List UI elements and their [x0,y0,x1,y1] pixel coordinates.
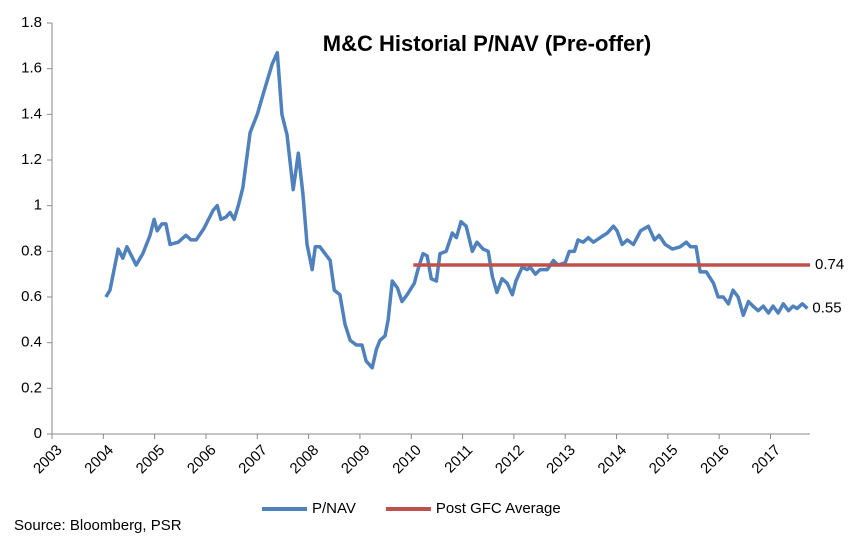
x-tick-label: 2012 [492,442,528,478]
legend-label: Post GFC Average [436,500,561,517]
x-tick-label: 2016 [697,442,733,478]
y-tick-label: 1.6 [21,60,42,77]
legend-label: P/NAV [312,500,356,517]
x-tick-label: 2006 [184,442,220,478]
y-tick-label: 1.4 [21,105,42,122]
x-tick-label: 2013 [543,442,579,478]
x-tick-label: 2007 [235,442,271,478]
x-tick-label: 2003 [30,442,66,478]
x-tick-label: 2010 [389,442,425,478]
chart-title: M&C Historial P/NAV (Pre-offer) [323,31,651,56]
y-tick-label: 0.8 [21,242,42,259]
x-tick-label: 2004 [81,442,117,478]
source-note: Source: Bloomberg, PSR [14,517,182,534]
y-tick-label: 0.4 [21,334,42,351]
x-tick-label: 2015 [646,442,682,478]
end-label: 0.55 [812,299,841,316]
x-tick-label: 2017 [748,442,784,478]
y-tick-label: 1.8 [21,14,42,31]
line-series [104,50,809,370]
y-tick-label: 1 [34,197,42,214]
y-tick-label: 0.2 [21,379,42,396]
x-tick-label: 2008 [287,442,323,478]
y-tick-label: 1.2 [21,151,42,168]
x-tick-label: 2005 [133,442,169,478]
end-label: 0.74 [815,256,844,273]
x-tick-label: 2014 [595,442,631,478]
x-tick-label: 2009 [338,442,374,478]
y-tick-label: 0 [34,425,42,442]
x-tick-label: 2011 [441,442,476,477]
y-tick-label: 0.6 [21,288,42,305]
